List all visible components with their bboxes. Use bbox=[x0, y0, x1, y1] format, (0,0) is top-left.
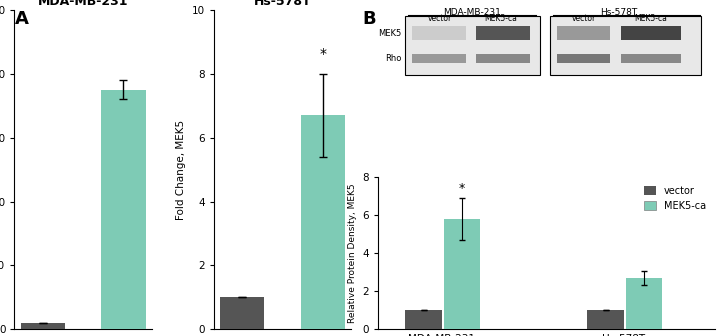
Text: vector: vector bbox=[428, 14, 453, 23]
Text: A: A bbox=[14, 10, 28, 28]
Bar bbox=[300, 116, 345, 329]
FancyBboxPatch shape bbox=[412, 26, 466, 40]
FancyBboxPatch shape bbox=[557, 53, 610, 63]
FancyBboxPatch shape bbox=[620, 53, 681, 63]
Text: Rho: Rho bbox=[386, 54, 401, 63]
FancyBboxPatch shape bbox=[476, 26, 530, 40]
Bar bbox=[21, 323, 65, 329]
FancyBboxPatch shape bbox=[476, 53, 530, 63]
FancyBboxPatch shape bbox=[557, 26, 610, 40]
Bar bbox=[101, 90, 146, 329]
Bar bbox=[588, 310, 624, 329]
FancyBboxPatch shape bbox=[549, 15, 701, 75]
Text: MDA-MB-231: MDA-MB-231 bbox=[443, 8, 501, 17]
FancyBboxPatch shape bbox=[412, 53, 466, 63]
Title: MDA-MB-231: MDA-MB-231 bbox=[38, 0, 129, 7]
Text: vector: vector bbox=[571, 14, 596, 23]
FancyBboxPatch shape bbox=[620, 26, 681, 40]
Title: Hs-578T: Hs-578T bbox=[253, 0, 311, 7]
Text: *: * bbox=[458, 182, 465, 195]
Bar bbox=[443, 219, 480, 329]
Text: B: B bbox=[362, 10, 376, 28]
Text: MEK5-ca: MEK5-ca bbox=[635, 14, 667, 23]
FancyBboxPatch shape bbox=[405, 15, 539, 75]
Text: MEK5-ca: MEK5-ca bbox=[484, 14, 518, 23]
Y-axis label: Relative Protein Density, MEK5: Relative Protein Density, MEK5 bbox=[348, 183, 357, 323]
Text: MEK5: MEK5 bbox=[378, 29, 401, 38]
Text: Hs-578T: Hs-578T bbox=[600, 8, 638, 17]
Y-axis label: Fold Change, MEK5: Fold Change, MEK5 bbox=[176, 120, 186, 220]
Bar bbox=[220, 297, 264, 329]
Legend: vector, MEK5-ca: vector, MEK5-ca bbox=[640, 182, 710, 215]
Bar bbox=[405, 310, 442, 329]
Bar bbox=[625, 278, 662, 329]
Text: *: * bbox=[319, 47, 326, 61]
